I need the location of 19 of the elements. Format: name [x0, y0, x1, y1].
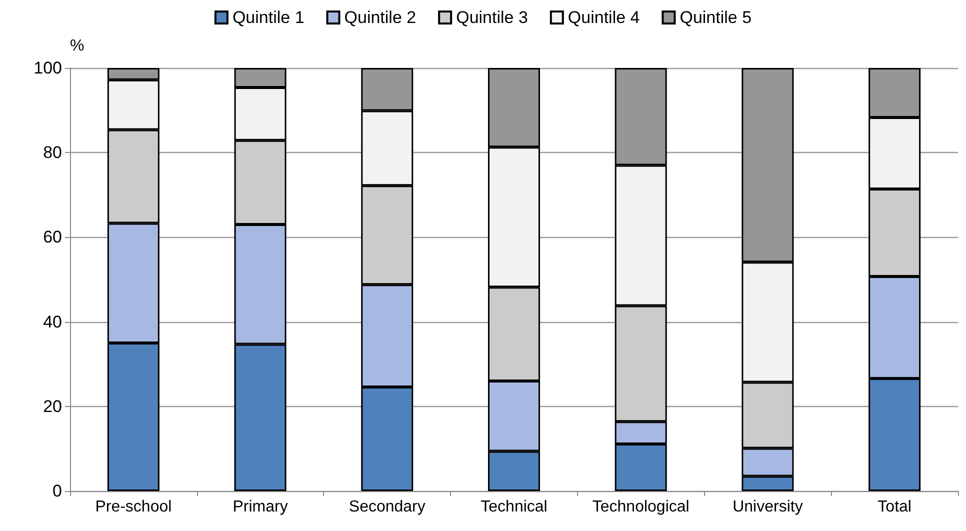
y-tick-label: 80 [43, 143, 62, 162]
legend-label: Quintile 3 [456, 8, 528, 27]
x-tick-label: Technological [592, 498, 690, 516]
x-tick-label: Pre-school [95, 498, 172, 516]
x-tick-label: Primary [232, 498, 288, 516]
legend-label: Quintile 2 [344, 8, 416, 27]
y-tick-label: 40 [43, 312, 62, 332]
y-tick-label: 20 [43, 396, 62, 416]
y-tick-label: 100 [34, 58, 62, 78]
y-axis-title: % [70, 38, 84, 54]
x-tick-label: University [732, 498, 803, 516]
x-tick-label: Total [878, 498, 912, 516]
legend-label: Quintile 1 [232, 8, 304, 27]
x-tick-label: Technical [480, 498, 548, 516]
legend-label: Quintile 4 [568, 8, 640, 27]
y-tick-label: 60 [43, 228, 62, 247]
legend-label: Quintile 5 [680, 8, 752, 27]
y-tick-label: 0 [52, 482, 62, 500]
x-tick-label: Secondary [348, 498, 426, 516]
